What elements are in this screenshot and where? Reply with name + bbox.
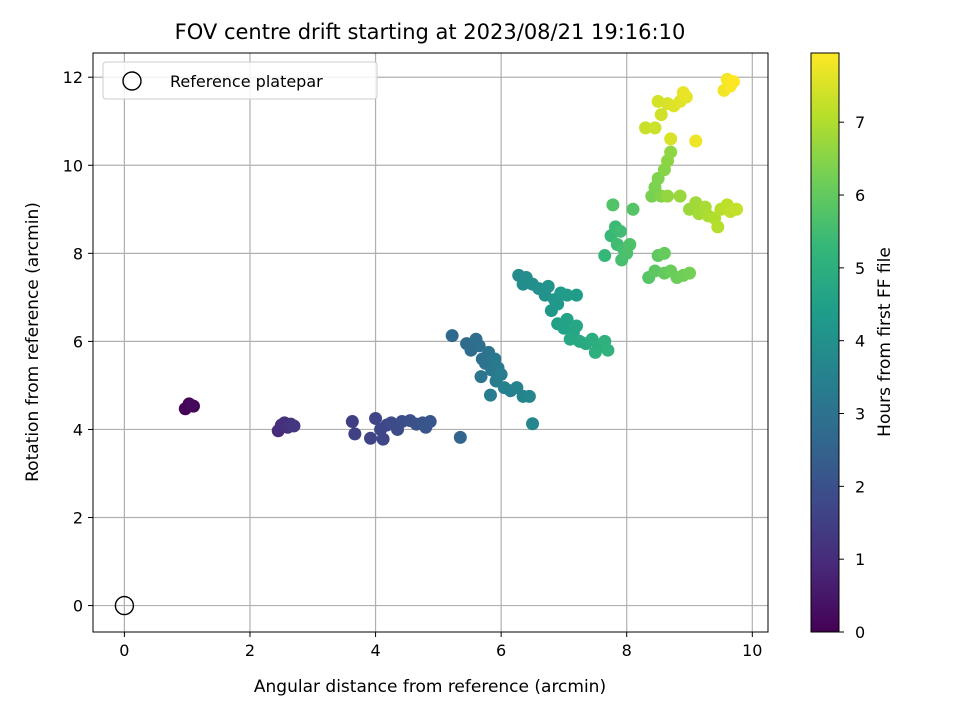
drift-point xyxy=(613,224,627,238)
y-tick-label: 4 xyxy=(73,420,83,439)
x-axis-label: Angular distance from reference (arcmin) xyxy=(254,677,606,697)
drift-point xyxy=(369,411,383,425)
legend-reference-label: Reference platepar xyxy=(170,72,323,91)
plot-frame xyxy=(92,52,769,633)
x-tick-label: 2 xyxy=(245,641,255,660)
drift-point xyxy=(661,189,675,203)
drift-point xyxy=(560,288,574,302)
drift-point xyxy=(445,329,459,343)
drift-point xyxy=(673,189,687,203)
drift-point xyxy=(423,415,437,429)
legend-box xyxy=(102,61,378,100)
colorbar-tick-layer: 0 1 2 3 4 5 6 7 xyxy=(839,113,865,642)
points-layer xyxy=(178,72,744,446)
drift-point xyxy=(601,343,615,357)
colorbar xyxy=(810,52,840,633)
drift-point xyxy=(474,370,488,384)
drift-point xyxy=(664,132,678,146)
drift-point xyxy=(648,121,662,135)
y-tick-label: 8 xyxy=(73,244,83,263)
drift-point xyxy=(494,367,508,381)
drift-point xyxy=(606,198,620,212)
legend: Reference platepar xyxy=(102,61,378,100)
drift-point xyxy=(588,345,602,359)
x-tick-label: 0 xyxy=(119,641,129,660)
drift-point xyxy=(676,86,690,100)
drift-point xyxy=(654,108,668,122)
reference-platepar-marker xyxy=(114,595,135,616)
drift-point xyxy=(287,419,301,433)
drift-point xyxy=(639,121,653,135)
drift-point xyxy=(730,202,744,216)
colorbar-tick-label: 6 xyxy=(855,186,865,205)
drift-point xyxy=(657,246,671,260)
drift-point xyxy=(598,249,612,263)
drift-point xyxy=(664,145,678,159)
drift-point xyxy=(184,398,198,412)
colorbar-tick-label: 3 xyxy=(855,405,865,424)
x-tick-label: 10 xyxy=(742,641,762,660)
drift-point xyxy=(345,415,359,429)
grid-layer xyxy=(93,53,768,632)
colorbar-tick-label: 5 xyxy=(855,259,865,278)
x-tick-label: 8 xyxy=(622,641,632,660)
x-tick-label: 6 xyxy=(496,641,506,660)
colorbar-tick-label: 7 xyxy=(855,113,865,132)
y-tick-layer: 0 2 4 6 8 10 12 xyxy=(63,68,93,616)
drift-point xyxy=(689,134,703,148)
drift-point xyxy=(560,312,574,326)
drift-point xyxy=(348,427,362,441)
y-axis-label: Rotation from reference (arcmin) xyxy=(23,202,43,482)
y-tick-label: 2 xyxy=(73,509,83,528)
drift-point xyxy=(541,279,555,293)
drift-point xyxy=(453,430,467,444)
drift-point xyxy=(551,297,565,311)
colorbar-tick-label: 0 xyxy=(855,623,865,642)
x-tick-layer: 0 2 4 6 8 10 xyxy=(119,632,762,660)
y-tick-label: 12 xyxy=(63,68,83,87)
colorbar-label: Hours from first FF file xyxy=(875,247,895,437)
drift-point xyxy=(376,432,390,446)
legend-reference-marker xyxy=(122,71,142,91)
drift-point xyxy=(623,238,637,252)
drift-point xyxy=(526,417,540,431)
y-tick-label: 6 xyxy=(73,332,83,351)
drift-point xyxy=(483,388,497,402)
colorbar-tick-label: 2 xyxy=(855,477,865,496)
drift-point xyxy=(364,431,378,445)
y-tick-label: 0 xyxy=(73,597,83,616)
drift-point xyxy=(683,266,697,280)
drift-point xyxy=(522,389,536,403)
drift-point xyxy=(569,288,583,302)
x-tick-label: 4 xyxy=(370,641,380,660)
chart-title: FOV centre drift starting at 2023/08/21 … xyxy=(175,20,686,44)
drift-point xyxy=(569,319,583,333)
drift-point xyxy=(626,202,640,216)
drift-point xyxy=(726,75,740,89)
colorbar-tick-label: 4 xyxy=(855,332,865,351)
y-tick-label: 10 xyxy=(63,156,83,175)
colorbar-tick-label: 1 xyxy=(855,550,865,569)
drift-point xyxy=(711,220,725,234)
drift-point xyxy=(472,339,486,353)
